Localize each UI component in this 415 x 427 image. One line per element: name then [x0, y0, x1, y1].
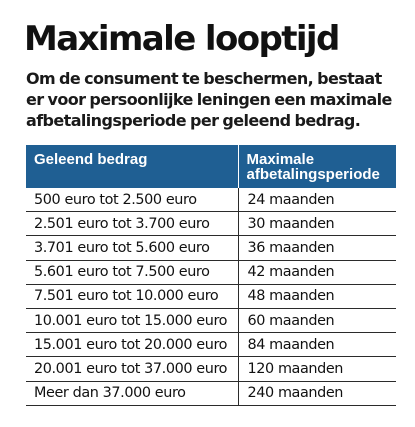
table-row: 3.701 euro tot 5.600 euro 36 maanden — [26, 235, 396, 261]
header-loan-amount: Geleend bedrag — [34, 151, 148, 168]
table-row: 2.501 euro tot 3.700 euro 30 maanden — [26, 211, 396, 237]
max-period-cell: 120 maanden — [237, 356, 396, 382]
table-row: 15.001 euro tot 20.000 euro 84 maanden — [26, 332, 396, 358]
loan-amount-cell: Meer dan 37.000 euro — [26, 381, 238, 406]
loan-amount-cell: 3.701 euro tot 5.600 euro — [26, 235, 238, 261]
page-title: Maximale looptijd — [24, 19, 340, 59]
intro-line: afbetalingsperiode per geleend bedrag. — [26, 111, 361, 130]
table-row: Meer dan 37.000 euro 240 maanden — [26, 381, 396, 406]
max-period-cell: 36 maanden — [237, 235, 396, 261]
max-period-cell: 60 maanden — [237, 308, 396, 334]
loan-amount-cell: 500 euro tot 2.500 euro — [26, 188, 238, 213]
table-row: 5.601 euro tot 7.500 euro 42 maanden — [26, 260, 396, 285]
loan-amount-cell: 15.001 euro tot 20.000 euro — [26, 332, 238, 358]
max-period-cell: 240 maanden — [237, 381, 396, 406]
loan-amount-cell: 7.501 euro tot 10.000 euro — [26, 284, 238, 309]
max-period-cell: 24 maanden — [237, 188, 396, 213]
max-period-cell: 48 maanden — [237, 284, 396, 309]
intro-line: er voor persoonlijke leningen een maxima… — [26, 90, 392, 109]
header-max-period-line2: afbetalingsperiode — [246, 166, 380, 183]
table-header-row: Geleend bedrag Maximale afbetalingsperio… — [26, 145, 396, 188]
table-row: 20.001 euro tot 37.000 euro 120 maanden — [26, 356, 396, 382]
loan-amount-cell: 2.501 euro tot 3.700 euro — [26, 211, 238, 237]
intro-paragraph: Om de consument te beschermen, bestaat e… — [26, 68, 406, 131]
max-period-cell: 42 maanden — [237, 260, 396, 285]
header-max-period: Maximale afbetalingsperiode — [237, 145, 396, 188]
intro-line: Om de consument te beschermen, bestaat — [26, 69, 382, 88]
table-row: 500 euro tot 2.500 euro 24 maanden — [26, 188, 396, 213]
table-row: 10.001 euro tot 15.000 euro 60 maanden — [26, 308, 396, 334]
loan-amount-cell: 20.001 euro tot 37.000 euro — [26, 356, 238, 382]
max-period-cell: 84 maanden — [237, 332, 396, 358]
loan-amount-cell: 10.001 euro tot 15.000 euro — [26, 308, 238, 334]
table-row: 7.501 euro tot 10.000 euro 48 maanden — [26, 284, 396, 309]
loan-term-table: Geleend bedrag Maximale afbetalingsperio… — [26, 145, 396, 406]
header-max-period-line1: Maximale — [246, 151, 315, 168]
loan-amount-cell: 5.601 euro tot 7.500 euro — [26, 260, 238, 285]
max-period-cell: 30 maanden — [237, 211, 396, 237]
